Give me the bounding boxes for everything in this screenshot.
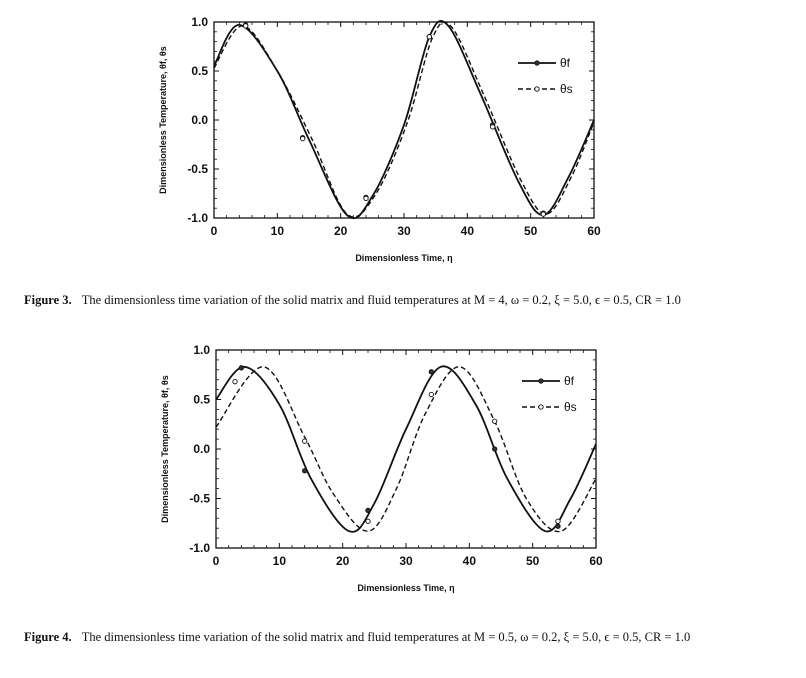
fig3-y-axis-label: Dimensionless Temperature, θf, θs (158, 46, 168, 194)
fig3-legend-marker (534, 86, 540, 92)
fig3-ytick-label: 0.0 (191, 113, 208, 127)
fig4-ytick-label: 1.0 (193, 343, 210, 357)
fig4-xtick-label: 0 (213, 554, 220, 568)
fig3-plot-frame (213, 21, 595, 219)
figure-3-chart: 0 10 20 30 40 50 60 1.0 0.5 0.0 -0.5 -1.0 Dimensionl… (158, 15, 601, 263)
fig4-legend-label: θf (564, 374, 575, 388)
fig4-xtick-label: 40 (463, 554, 477, 568)
fig3-xtick-label: 10 (271, 224, 285, 238)
fig3-ytick-label: -0.5 (187, 162, 208, 176)
fig3-legend-marker (534, 60, 540, 66)
figure-3-caption-text: The dimensionless time variation of the … (81, 293, 681, 307)
fig3-legend-label: θs (560, 82, 573, 96)
fig4-series-theta-f-marker (302, 468, 308, 474)
fig4-xtick-label: 10 (273, 554, 287, 568)
fig3-series-theta-s-marker (490, 124, 496, 130)
fig3-ytick-label: 0.5 (191, 64, 208, 78)
fig4-series-theta-f-marker (238, 365, 244, 371)
figure-4-caption: Figure 4. The dimensionless time variatio… (24, 630, 804, 645)
fig3-series-theta-f-line (213, 19, 595, 220)
fig3-ytick-label: -1.0 (187, 211, 208, 225)
fig4-series-theta-s-marker (555, 518, 561, 524)
fig4-xtick-label: 50 (526, 554, 540, 568)
fig3-series-theta-s-marker (363, 195, 369, 202)
figure-4-label: Figure 4. (24, 630, 72, 644)
fig3-series-theta-s-marker (300, 135, 306, 142)
fig4-series-theta-f-marker (555, 523, 561, 529)
fig4-series-theta-s-marker (428, 391, 434, 398)
fig4-legend-marker (538, 378, 544, 384)
fig4-xtick-label: 20 (336, 554, 350, 568)
fig4-series-theta-f-line (215, 365, 597, 533)
fig4-ytick-label: -1.0 (189, 541, 210, 555)
figure-3-label: Figure 3. (24, 293, 72, 307)
fig4-x-axis-label: Dimensionless Time, η (357, 583, 454, 593)
figure-3-caption: Figure 3. The dimensionless time variatio… (24, 293, 804, 308)
figure-4-chart: 0 10 20 30 40 50 60 1.0 0.5 0.0 -0.5 -1.0 Dimensionl… (160, 343, 603, 593)
fig4-legend-label: θs (564, 400, 577, 414)
fig4-ytick-label: 0.0 (193, 442, 210, 456)
fig4-xtick-label: 30 (399, 554, 413, 568)
fig4-ytick-label: 0.5 (193, 393, 210, 407)
fig4-series-theta-f-marker (365, 507, 371, 514)
figure-3: 0 10 20 30 40 50 60 1.0 0.5 0.0 -0.5 -1.0 Dimensionl… (0, 0, 806, 307)
fig3-xtick-label: 60 (587, 224, 601, 238)
fig4-series-theta-f-marker (492, 446, 498, 452)
figure-4: 0 10 20 30 40 50 60 1.0 0.5 0.0 -0.5 -1.0 Dimensionl… (0, 340, 806, 678)
fig3-x-axis-label: Dimensionless Time, η (355, 253, 452, 263)
fig3-xtick-label: 50 (524, 224, 538, 238)
fig3-series-theta-s-marker (426, 34, 432, 40)
fig3-series-theta-s-line (213, 21, 595, 218)
fig4-series-theta-s-marker (492, 418, 498, 424)
fig3-xtick-label: 40 (461, 224, 475, 238)
fig4-series-theta-f-marker (428, 369, 434, 375)
figure-4-caption-text: The dimensionless time variation of the … (81, 630, 691, 644)
fig4-series-theta-s-line (215, 366, 597, 533)
fig3-ytick-label: 1.0 (191, 15, 208, 29)
fig3-series-theta-s-marker (243, 23, 249, 29)
fig4-xtick-label: 60 (589, 554, 603, 568)
fig4-y-axis-label: Dimensionless Temperature, θf, θs (160, 375, 170, 523)
fig4-series-theta-s-marker (232, 379, 238, 385)
fig4-legend-marker (538, 404, 544, 410)
fig4-series-theta-s-marker (302, 438, 308, 444)
fig4-series-theta-s-marker (365, 518, 371, 524)
fig4-ytick-label: -0.5 (189, 492, 210, 506)
fig3-legend-label: θf (560, 56, 571, 70)
fig3-xtick-label: 30 (397, 224, 411, 238)
fig3-xtick-label: 0 (211, 224, 218, 238)
fig3-xtick-label: 20 (334, 224, 348, 238)
fig3-series-theta-s-marker (540, 211, 546, 217)
